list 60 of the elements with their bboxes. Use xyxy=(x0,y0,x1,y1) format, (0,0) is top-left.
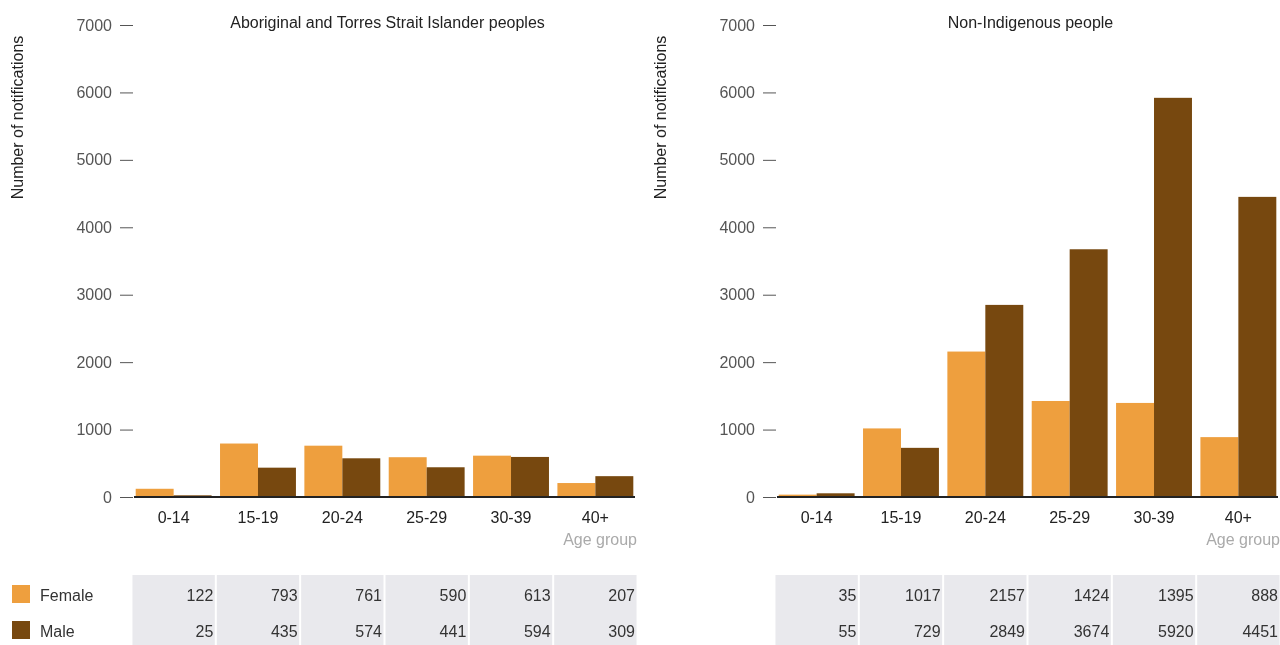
data-label: 435 xyxy=(270,623,298,640)
data-label: 761 xyxy=(355,587,383,604)
x-tick-label: 15-19 xyxy=(880,509,922,526)
x-tick-label: 25-29 xyxy=(406,509,448,526)
data-label: 122 xyxy=(186,587,214,604)
y-tick-label: 2000 xyxy=(76,353,113,371)
data-label: 25 xyxy=(195,623,214,640)
x-tick-label: 15-19 xyxy=(237,509,279,526)
x-tick-label: 30-39 xyxy=(490,509,532,526)
x-tick-label: 40+ xyxy=(1224,509,1252,526)
x-tick-label: 0-14 xyxy=(157,509,190,526)
data-label: 590 xyxy=(439,587,467,604)
legend-label: Female xyxy=(40,587,94,604)
y-tick-label: 3000 xyxy=(76,286,113,304)
data-label: 5920 xyxy=(1158,623,1194,640)
chart-title: Aboriginal and Torres Strait Islander peoples xyxy=(230,14,545,31)
data-label: 888 xyxy=(1251,587,1279,604)
y-tick-label: 0 xyxy=(103,488,113,506)
data-label: 1424 xyxy=(1073,587,1110,604)
data-label: 441 xyxy=(439,623,467,640)
y-tick-label: 5000 xyxy=(719,151,756,169)
x-tick-label: 0-14 xyxy=(800,509,833,526)
data-label: 1395 xyxy=(1158,587,1194,604)
y-tick-label: 6000 xyxy=(719,84,756,102)
y-axis-title: Number of notifications xyxy=(652,35,669,200)
legend-label: Male xyxy=(40,623,75,640)
y-tick-label: 0 xyxy=(746,488,756,506)
data-label: 574 xyxy=(355,623,383,640)
data-label: 613 xyxy=(523,587,551,604)
y-tick-label: 6000 xyxy=(76,84,113,102)
y-tick-label: 1000 xyxy=(719,421,756,439)
y-tick-label: 4000 xyxy=(76,218,113,236)
y-tick-label: 7000 xyxy=(76,16,113,34)
data-label: 3674 xyxy=(1073,623,1110,640)
data-label: 594 xyxy=(523,623,551,640)
y-tick-label: 3000 xyxy=(719,286,756,304)
data-label: 729 xyxy=(913,623,941,640)
x-axis-title: Age group xyxy=(1206,531,1280,548)
x-tick-label: 20-24 xyxy=(321,509,363,526)
y-tick-label: 2000 xyxy=(719,353,756,371)
x-tick-label: 25-29 xyxy=(1049,509,1091,526)
x-tick-label: 30-39 xyxy=(1133,509,1175,526)
data-label: 207 xyxy=(608,587,636,604)
data-label: 35 xyxy=(838,587,857,604)
x-axis-title: Age group xyxy=(563,531,638,548)
y-tick-label: 5000 xyxy=(76,151,113,169)
y-tick-label: 4000 xyxy=(719,218,756,236)
data-label: 793 xyxy=(270,587,298,604)
y-tick-label: 1000 xyxy=(76,421,113,439)
y-axis-title: Number of notifications xyxy=(9,35,26,200)
data-label: 2157 xyxy=(989,587,1026,604)
data-label: 309 xyxy=(608,623,636,640)
x-tick-label: 40+ xyxy=(581,509,609,526)
data-label: 4451 xyxy=(1242,623,1279,640)
y-tick-label: 7000 xyxy=(719,16,756,34)
chart-title: Non-Indigenous people xyxy=(947,14,1114,31)
x-tick-label: 20-24 xyxy=(964,509,1006,526)
data-label: 55 xyxy=(838,623,857,640)
data-label: 1017 xyxy=(905,587,941,604)
data-label: 2849 xyxy=(989,623,1026,640)
